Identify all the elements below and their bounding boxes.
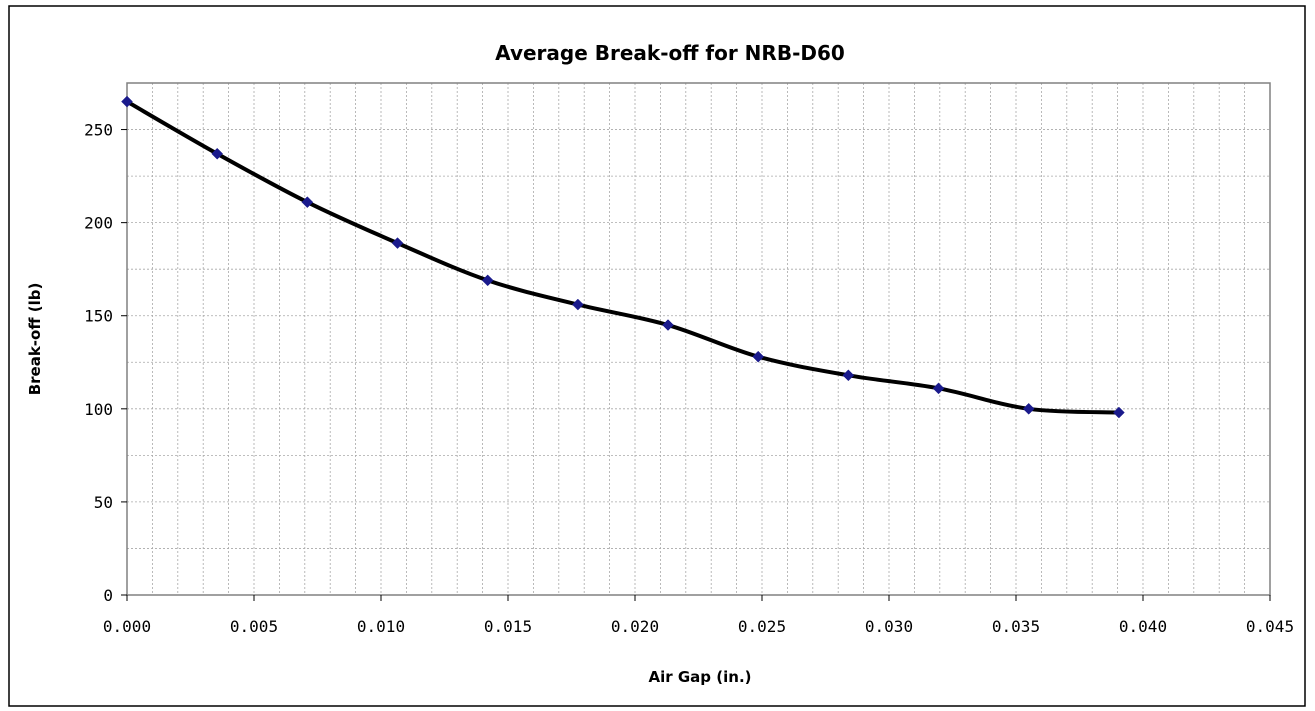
data-point (662, 319, 674, 331)
series-line (125, 99, 1119, 415)
data-point (121, 95, 133, 108)
y-tick-label: 200 (84, 214, 113, 233)
grid (127, 83, 1270, 595)
x-tick-label: 0.040 (1119, 617, 1167, 636)
x-tick-label: 0.035 (992, 617, 1040, 636)
plot-area (126, 82, 1271, 596)
x-tick-label: 0.020 (611, 617, 659, 636)
y-tick-label: 50 (94, 493, 113, 512)
x-tick-label: 0.000 (103, 617, 151, 636)
y-tick-label: 250 (84, 121, 113, 140)
series (121, 95, 1125, 419)
x-tick-label: 0.005 (230, 617, 278, 636)
data-point (932, 382, 945, 395)
chart-border (8, 5, 1306, 707)
y-tick-label: 0 (103, 586, 113, 605)
data-point (301, 196, 314, 209)
data-point (571, 298, 584, 311)
axis-ticks: 0.000 0.005 0.010 0.015 0.020 0.025 0.030 0.035… (84, 121, 1294, 636)
x-axis-label: Air Gap (in.) (649, 668, 752, 686)
data-point (842, 369, 855, 382)
x-tick-label: 0.030 (865, 617, 913, 636)
x-tick-label: 0.025 (738, 617, 786, 636)
y-tick-label: 100 (84, 400, 113, 419)
x-tick-label: 0.010 (357, 617, 405, 636)
x-tick-label: 0.045 (1246, 617, 1294, 636)
data-point (1022, 402, 1035, 415)
chart-title: Average Break-off for NRB-D60 (495, 41, 845, 65)
data-point (481, 274, 494, 287)
y-tick-label: 150 (84, 307, 113, 326)
y-axis-label: Break-off (lb) (26, 283, 44, 396)
data-point (1113, 406, 1125, 419)
x-tick-label: 0.015 (484, 617, 532, 636)
data-point (211, 147, 224, 160)
data-point (391, 237, 404, 249)
data-point (752, 350, 765, 363)
